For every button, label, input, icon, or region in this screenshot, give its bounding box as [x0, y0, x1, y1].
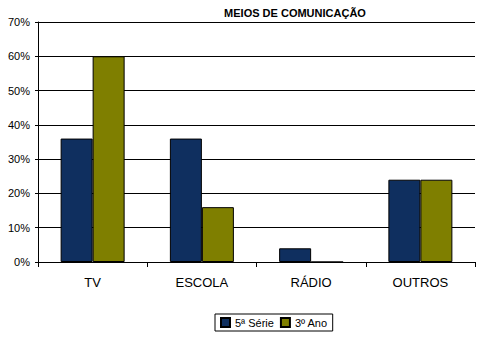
svg-text:OUTROS: OUTROS — [393, 275, 449, 290]
svg-text:30%: 30% — [8, 153, 30, 165]
svg-text:60%: 60% — [8, 50, 30, 62]
svg-text:3º Ano: 3º Ano — [295, 317, 327, 329]
svg-text:ESCOLA: ESCOLA — [176, 275, 229, 290]
svg-text:0%: 0% — [14, 256, 30, 268]
svg-text:RÁDIO: RÁDIO — [291, 275, 332, 290]
svg-text:20%: 20% — [8, 187, 30, 199]
svg-text:70%: 70% — [8, 16, 30, 28]
svg-text:50%: 50% — [8, 85, 30, 97]
svg-text:40%: 40% — [8, 119, 30, 131]
svg-text:5ª Série: 5ª Série — [235, 317, 274, 329]
svg-text:MEIOS DE COMUNICAÇÃO: MEIOS DE COMUNICAÇÃO — [224, 7, 366, 19]
svg-text:TV: TV — [84, 275, 101, 290]
svg-text:10%: 10% — [8, 222, 30, 234]
